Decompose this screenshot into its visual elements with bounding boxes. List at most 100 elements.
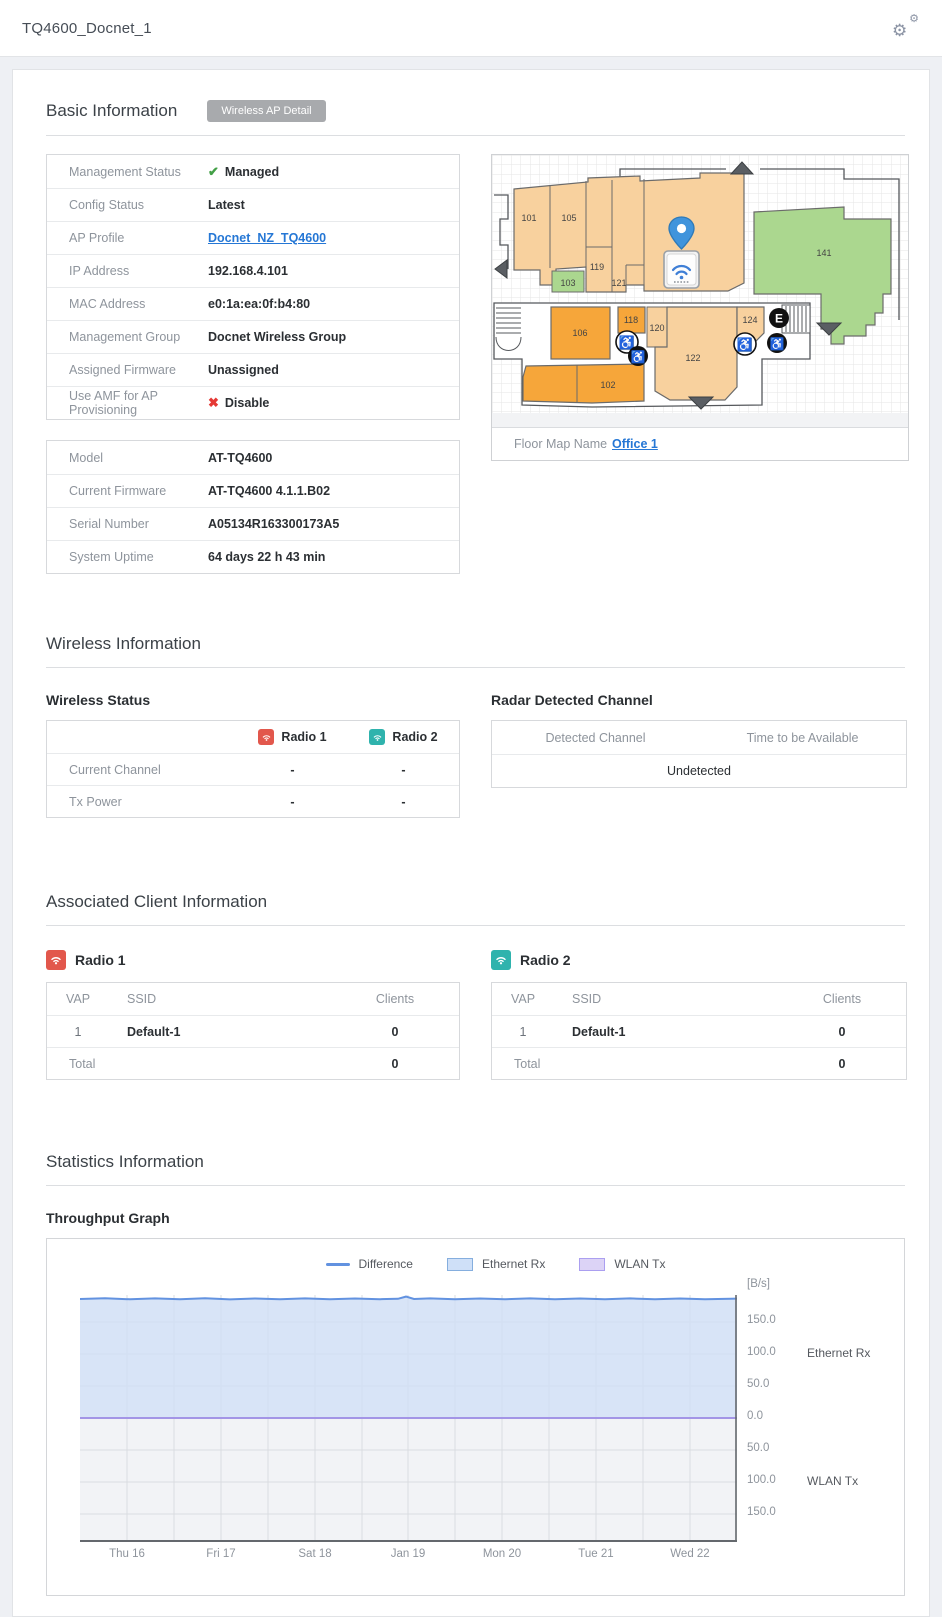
page-title: TQ4600_Docnet_1 <box>22 19 152 37</box>
svg-text:141: 141 <box>816 248 831 258</box>
radio2-wifi-icon <box>369 729 386 745</box>
svg-text:103: 103 <box>560 278 575 288</box>
table-row: 1 Default-1 0 <box>47 1015 459 1047</box>
room-103 <box>551 270 585 293</box>
wireless-ap-detail-badge: Wireless AP Detail <box>207 100 326 122</box>
wheelchair-icon: ♿ <box>619 335 635 350</box>
legend-item-ethernet-rx[interactable]: Ethernet Rx <box>446 1257 545 1271</box>
radio1-clients-table: VAP SSID Clients 1 Default-1 0 Total 0 <box>46 982 460 1080</box>
content-card: Basic Information Wireless AP Detail Man… <box>12 69 930 1617</box>
region-label-ethernet-rx: Ethernet Rx <box>807 1346 871 1360</box>
table-row: IP Address 192.168.4.101 <box>47 254 459 287</box>
room-labels: 101 105 119 103 121 141 106 118 120 122 … <box>521 213 831 390</box>
wireless-information-header: Wireless Information <box>46 604 905 668</box>
svg-text:120: 120 <box>649 323 664 333</box>
y-tick: 50.0 <box>747 1442 770 1454</box>
x-tick: Wed 22 <box>670 1548 710 1560</box>
basic-info-table: Management Status ✔ Managed Config Status… <box>46 154 460 420</box>
x-tick: Fri 17 <box>206 1548 236 1560</box>
throughput-chart <box>80 1295 737 1542</box>
radar-detected-channel-title: Radar Detected Channel <box>491 692 653 708</box>
arrow-down-icon <box>687 396 715 410</box>
table-header-row: VAP SSID Clients <box>510 992 862 1006</box>
wheelchair-icon: ♿ <box>631 350 646 364</box>
y-axis-unit: [B/s] <box>747 1278 771 1290</box>
access-point-icon[interactable] <box>663 216 700 289</box>
settings-gears-icon[interactable]: ⚙ ⚙ <box>892 13 919 40</box>
arrow-left-icon <box>494 259 508 279</box>
x-tick: Jan 19 <box>390 1548 426 1560</box>
stairs-left <box>495 307 522 351</box>
device-info-table: Model AT-TQ4600 Current Firmware AT-TQ46… <box>46 440 460 574</box>
table-header-row: Radio 1 Radio 2 <box>47 721 459 753</box>
statistics-header: Statistics Information <box>46 1122 905 1186</box>
table-header-row: Detected Channel Time to be Available <box>545 730 859 745</box>
check-icon: ✔ <box>208 163 219 179</box>
y-tick: 50.0 <box>747 1378 770 1390</box>
svg-text:118: 118 <box>624 315 638 325</box>
wireless-status-table: Radio 1 Radio 2 Current Channel - - Tx <box>46 720 460 818</box>
table-row: Model AT-TQ4600 <box>69 450 273 465</box>
radio1-wifi-icon <box>46 950 66 970</box>
legend-item-wlan-tx[interactable]: WLAN Tx <box>579 1257 665 1271</box>
basic-information-header: Basic Information Wireless AP Detail <box>46 70 905 136</box>
ap-profile-link[interactable]: Docnet_NZ_TQ4600 <box>208 231 327 245</box>
svg-text:124: 124 <box>742 315 757 325</box>
room-102 <box>522 363 645 404</box>
y-tick: 100.0 <box>747 1474 776 1486</box>
radar-empty-text: Undetected <box>667 764 731 778</box>
area-swatch-purple <box>579 1257 606 1271</box>
table-row: Current Firmware AT-TQ4600 4.1.1.B02 <box>47 474 459 507</box>
table-row: Management Status ✔ Managed <box>69 163 280 179</box>
cross-icon: ✖ <box>208 395 219 410</box>
table-row: AP Profile Docnet_NZ_TQ4600 <box>47 221 459 254</box>
y-tick: 0.0 <box>747 1410 763 1422</box>
svg-text:106: 106 <box>572 328 587 338</box>
y-tick: 100.0 <box>747 1346 776 1358</box>
elevator-label: E <box>775 312 783 326</box>
associated-client-header: Associated Client Information <box>46 862 905 926</box>
table-row: Current Channel - - <box>47 753 459 785</box>
svg-text:119: 119 <box>590 262 604 272</box>
svg-text:121: 121 <box>611 278 626 288</box>
throughput-graph-title: Throughput Graph <box>46 1210 170 1226</box>
section-title-statistics: Statistics Information <box>46 1152 204 1171</box>
y-tick: 150.0 <box>747 1506 776 1518</box>
direction-arrows <box>494 161 843 410</box>
wheelchair-icon: ♿ <box>737 337 753 352</box>
legend-item-difference[interactable]: Difference <box>325 1257 413 1271</box>
wheelchair-icon: ♿ <box>770 337 785 351</box>
table-row: System Uptime 64 days 22 h 43 min <box>47 540 459 573</box>
wireless-status-title: Wireless Status <box>46 692 151 708</box>
x-tick: Thu 16 <box>109 1548 145 1560</box>
region-label-wlan-tx: WLAN Tx <box>807 1474 859 1488</box>
y-tick: 150.0 <box>747 1314 776 1326</box>
table-row: Use AMF for AP Provisioning ✖ Disable <box>47 386 459 419</box>
floor-map-name-label: Floor Map Name <box>514 437 608 451</box>
radio1-wifi-icon <box>258 729 275 745</box>
table-total-row: Total 0 <box>492 1047 906 1079</box>
floor-map-caption: Floor Map Name Office 1 <box>492 427 908 460</box>
svg-text:101: 101 <box>521 213 536 223</box>
x-tick: Sat 18 <box>298 1548 332 1560</box>
interior-walls <box>549 179 645 292</box>
table-row: MAC Address e0:1a:ea:0f:b4:80 <box>47 287 459 320</box>
x-tick: Tue 21 <box>578 1548 614 1560</box>
section-title-associated-clients: Associated Client Information <box>46 892 268 911</box>
table-row: Management Group Docnet Wireless Group <box>47 320 459 353</box>
floor-map-link[interactable]: Office 1 <box>612 437 658 451</box>
table-row: 1 Default-1 0 <box>492 1015 906 1047</box>
radar-table: Detected Channel Time to be Available Un… <box>491 720 907 788</box>
chart-legend: Difference Ethernet Rx WLAN Tx <box>87 1239 904 1271</box>
floor-map-panel: ♿ ♿ ♿ ♿ E 101 105 119 <box>491 154 909 461</box>
area-swatch-blue <box>446 1257 473 1271</box>
title-bar: TQ4600_Docnet_1 ⚙ ⚙ <box>0 0 942 57</box>
radio2-clients-table: VAP SSID Clients 1 Default-1 0 Total 0 <box>491 982 907 1080</box>
radio2-title: Radio 2 <box>491 950 909 970</box>
arrow-up-icon <box>729 161 755 175</box>
radio2-wifi-icon <box>491 950 511 970</box>
chart-plot-area: [B/s] 150.0 100.0 50.0 0.0 50.0 100.0 15… <box>80 1278 870 1542</box>
x-tick: Mon 20 <box>482 1548 522 1560</box>
arrow-down-icon <box>815 322 843 336</box>
radio1-title: Radio 1 <box>46 950 460 970</box>
